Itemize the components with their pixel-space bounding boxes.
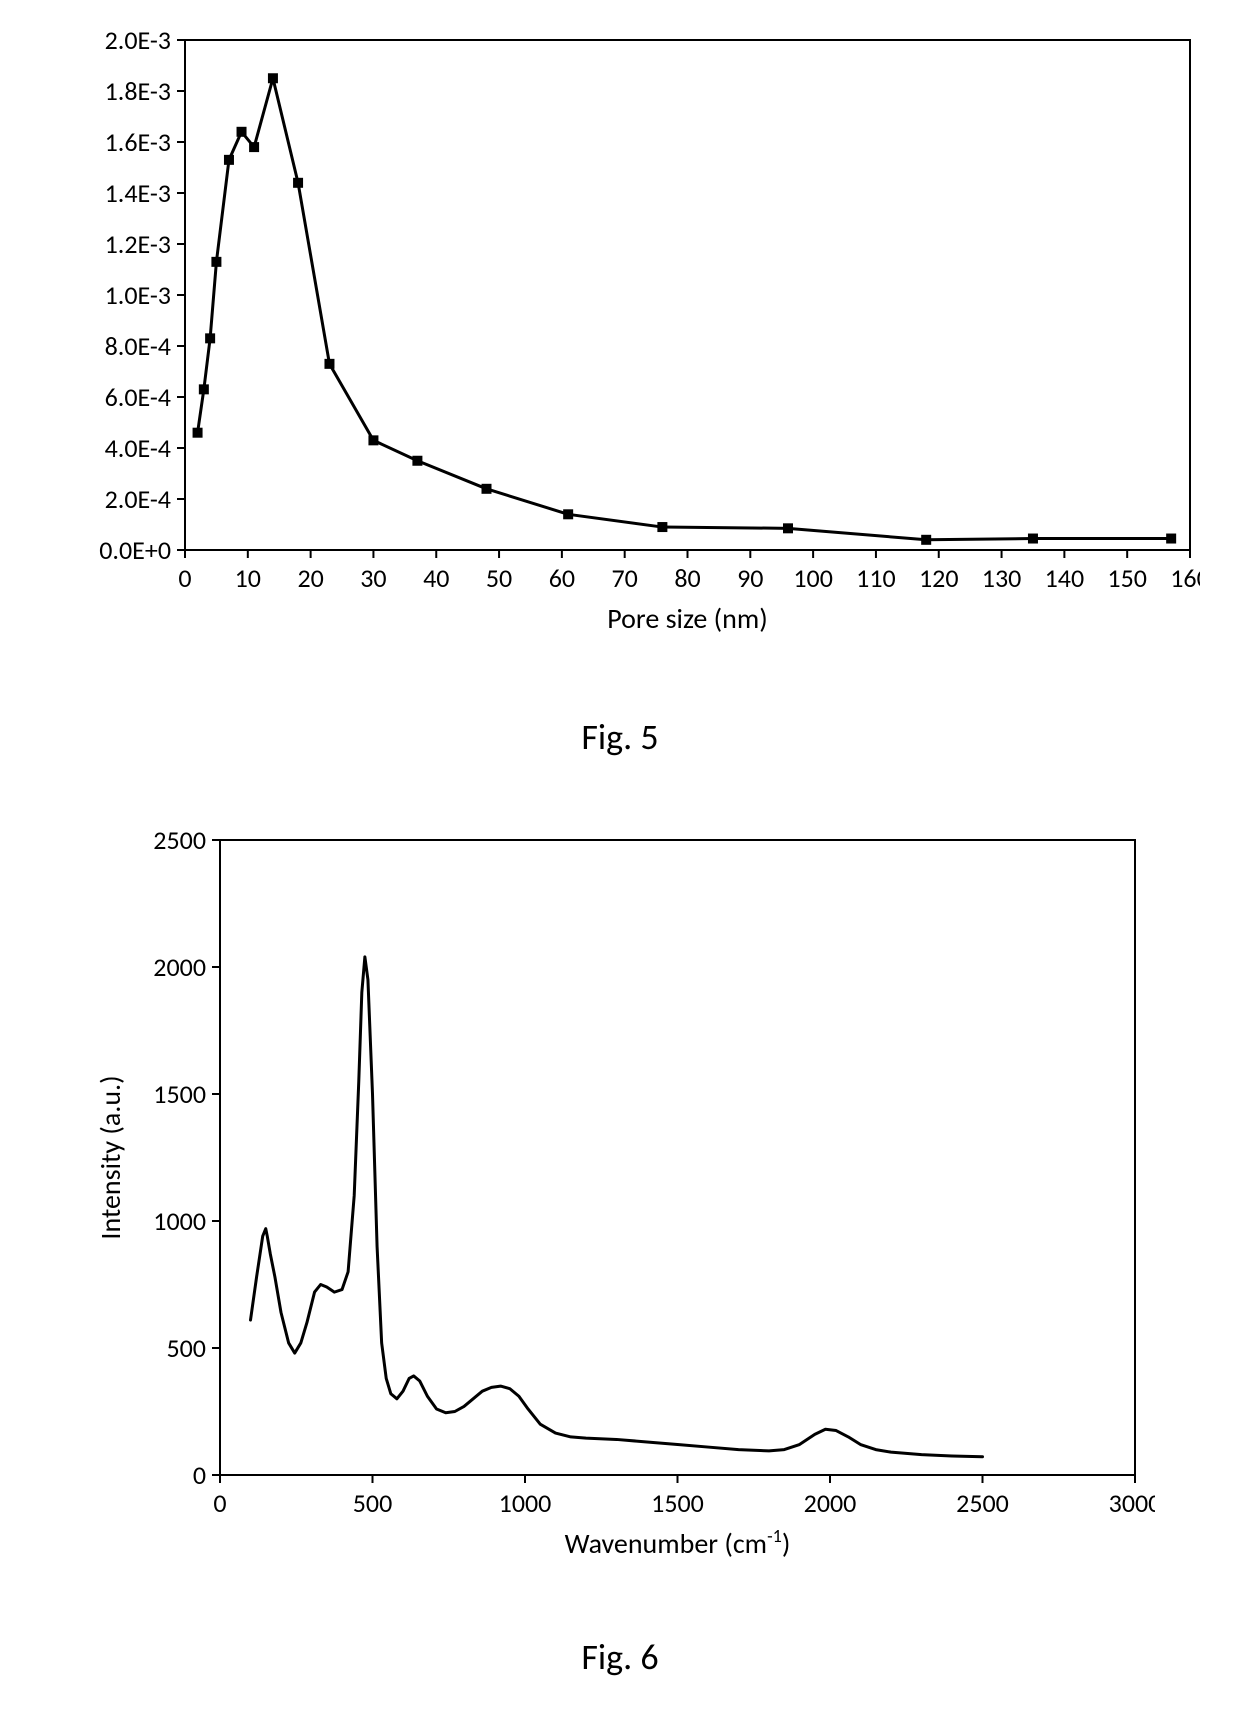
svg-text:0: 0 — [213, 1487, 226, 1519]
series-marker — [1028, 534, 1038, 544]
svg-text:4.0E-4: 4.0E-4 — [105, 432, 171, 464]
svg-text:1500: 1500 — [153, 1078, 206, 1110]
pore-volume-chart: 0 10 20 30 40 50 60 70 80 90 100 110 120 130 140 150 160… — [50, 20, 1200, 650]
svg-text:1000: 1000 — [499, 1487, 552, 1519]
svg-text:80: 80 — [674, 562, 700, 594]
svg-text:140: 140 — [1045, 562, 1085, 594]
series-marker — [205, 333, 215, 343]
svg-text:30: 30 — [360, 562, 386, 594]
svg-text:40: 40 — [423, 562, 449, 594]
svg-text:2000: 2000 — [153, 951, 206, 983]
svg-text:120: 120 — [919, 562, 959, 594]
svg-text:2000: 2000 — [804, 1487, 857, 1519]
series-marker — [1166, 534, 1176, 544]
series-marker — [193, 428, 203, 438]
series-marker — [199, 384, 209, 394]
svg-text:0.0E+0: 0.0E+0 — [99, 534, 171, 566]
svg-text:2500: 2500 — [153, 824, 206, 856]
fig5-caption: Fig. 5 — [0, 715, 1240, 759]
svg-text:1.0E-3: 1.0E-3 — [105, 279, 171, 311]
series-marker — [249, 142, 259, 152]
series-marker — [324, 359, 334, 369]
fig6-caption: Fig. 6 — [0, 1635, 1240, 1679]
svg-text:70: 70 — [612, 562, 638, 594]
svg-text:6.0E-4: 6.0E-4 — [105, 381, 171, 413]
series-marker — [237, 127, 247, 137]
series-marker — [224, 155, 234, 165]
svg-text:2.0E-3: 2.0E-3 — [105, 24, 171, 56]
y-axis-label: Intensity (a.u.) — [93, 1075, 128, 1239]
series-marker — [482, 484, 492, 494]
series-marker — [657, 522, 667, 532]
x-axis-label: Pore size (nm) — [607, 601, 767, 636]
svg-text:1000: 1000 — [153, 1205, 206, 1237]
svg-text:500: 500 — [166, 1332, 206, 1364]
svg-text:60: 60 — [549, 562, 575, 594]
svg-text:2500: 2500 — [956, 1487, 1009, 1519]
svg-text:150: 150 — [1107, 562, 1147, 594]
series-marker — [412, 456, 422, 466]
svg-text:1.2E-3: 1.2E-3 — [105, 228, 171, 260]
svg-text:50: 50 — [486, 562, 512, 594]
page: 0 10 20 30 40 50 60 70 80 90 100 110 120 130 140 150 160… — [0, 0, 1240, 1731]
svg-text:3000: 3000 — [1109, 1487, 1155, 1519]
series-marker — [921, 535, 931, 545]
svg-text:0: 0 — [193, 1459, 206, 1491]
series-marker — [268, 73, 278, 83]
series-marker — [563, 509, 573, 519]
svg-text:10: 10 — [235, 562, 261, 594]
svg-text:2.0E-4: 2.0E-4 — [105, 483, 171, 515]
x-axis-label: Wavenumber (cm-1) — [565, 1525, 791, 1561]
series-marker — [211, 257, 221, 267]
svg-text:160: 160 — [1170, 562, 1200, 594]
svg-text:500: 500 — [353, 1487, 393, 1519]
series-marker — [293, 178, 303, 188]
svg-text:100: 100 — [793, 562, 833, 594]
series-marker — [368, 435, 378, 445]
intensity-chart: 0 500 1000 1500 2000 2500 3000 0 500 1000 1500 2000… — [90, 820, 1155, 1580]
svg-text:8.0E-4: 8.0E-4 — [105, 330, 171, 362]
svg-text:90: 90 — [737, 562, 763, 594]
svg-text:1.8E-3: 1.8E-3 — [105, 75, 171, 107]
svg-text:20: 20 — [297, 562, 323, 594]
svg-text:110: 110 — [856, 562, 896, 594]
series-marker — [783, 523, 793, 533]
svg-text:0: 0 — [178, 562, 191, 594]
svg-text:1.4E-3: 1.4E-3 — [105, 177, 171, 209]
svg-text:1.6E-3: 1.6E-3 — [105, 126, 171, 158]
svg-text:1500: 1500 — [651, 1487, 704, 1519]
svg-text:130: 130 — [982, 562, 1022, 594]
